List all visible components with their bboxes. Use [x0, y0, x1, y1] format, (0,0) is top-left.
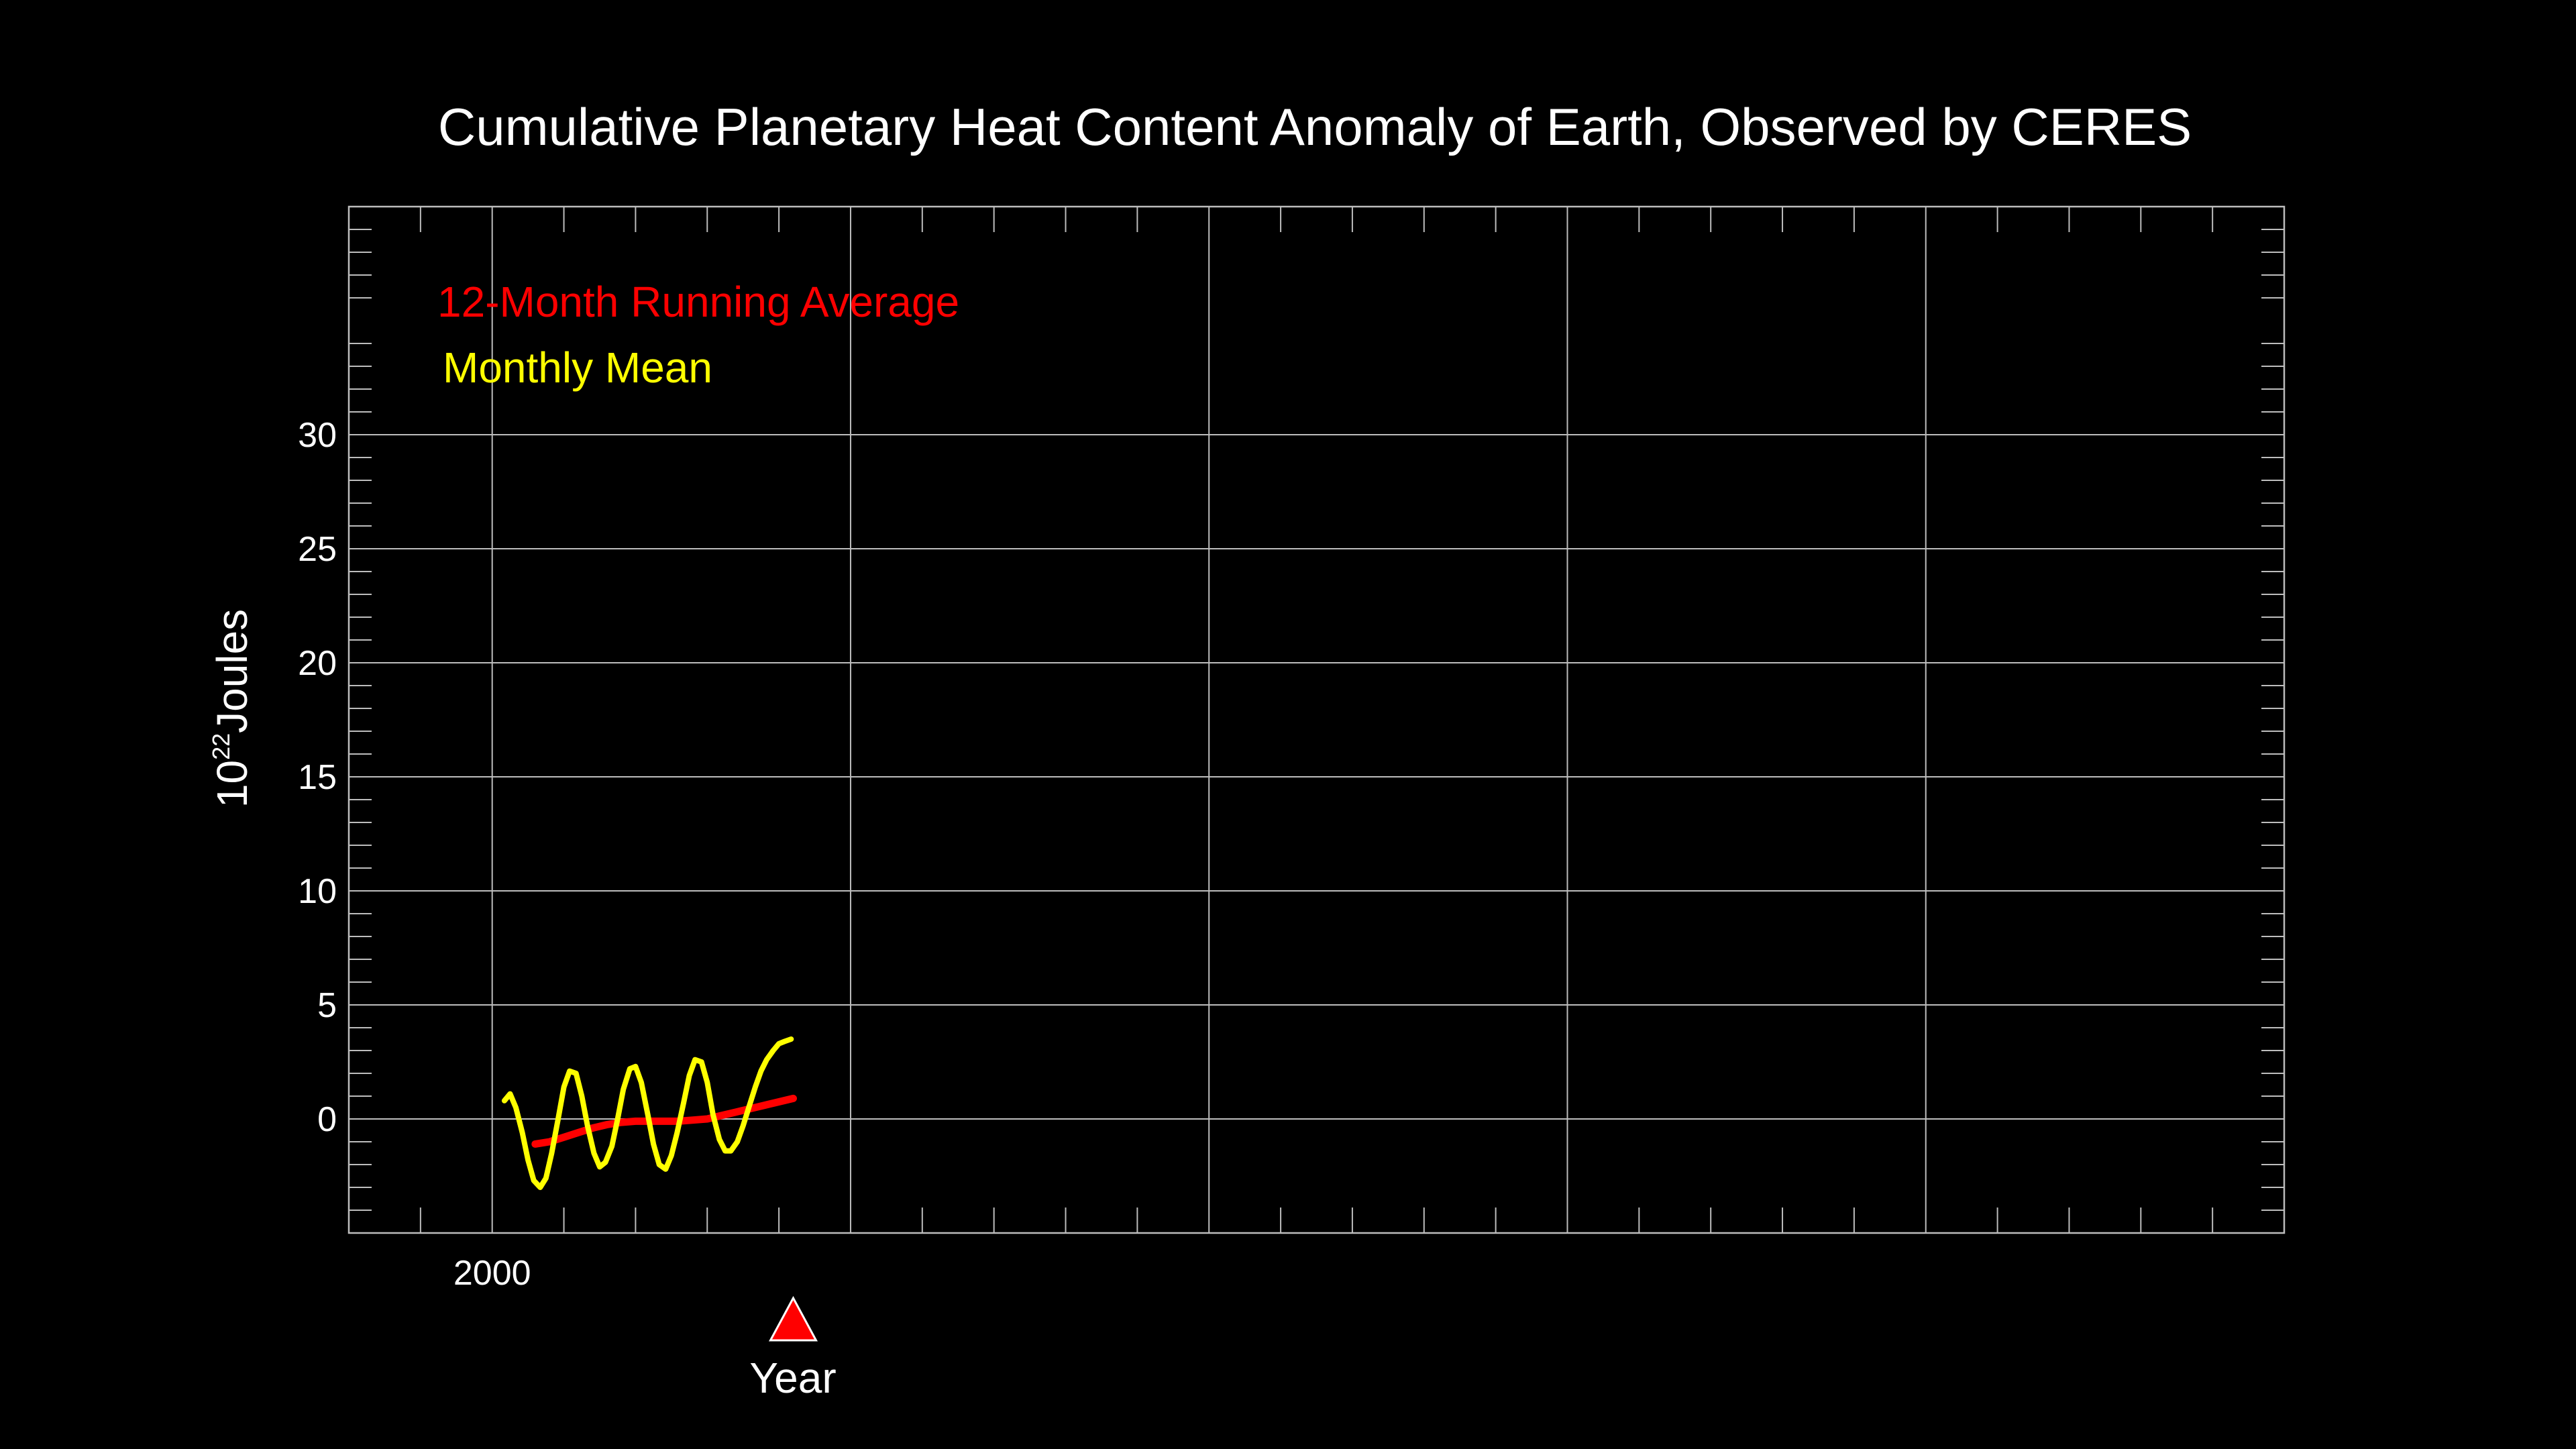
x-tick-labels: 2000: [453, 1254, 531, 1293]
y-axis-label-exponent: 22: [207, 733, 235, 760]
plot-frame: [347, 205, 2286, 1234]
x-tick-label: 2000: [453, 1254, 531, 1293]
y-tick-label: 25: [298, 530, 337, 569]
legend-running-average: 12-Month Running Average: [437, 278, 959, 326]
series: [501, 1036, 797, 1190]
series-running-average-line: [531, 1094, 797, 1148]
y-tick-labels: 0 5 10 15 20 25 30: [298, 416, 337, 1139]
y-tick-label: 5: [317, 986, 337, 1025]
y-tick-label: 15: [298, 758, 337, 797]
minor-ticks: [349, 207, 2284, 1233]
series-monthly-mean-line: [501, 1036, 794, 1190]
chart-title: Cumulative Planetary Heat Content Anomal…: [438, 97, 2192, 156]
y-axis-label-unit: Joules: [208, 609, 256, 733]
y-tick-label: 20: [298, 644, 337, 683]
y-tick-label: 10: [298, 872, 337, 911]
y-axis-label: 1022Joules: [207, 609, 256, 808]
y-axis-label-base: 10: [208, 760, 256, 808]
y-tick-label: 30: [298, 416, 337, 455]
x-axis-label: Year: [749, 1354, 836, 1402]
y-tick-label: 0: [317, 1100, 337, 1139]
year-marker-triangle: [768, 1295, 818, 1342]
legend-monthly-mean: Monthly Mean: [443, 343, 712, 392]
